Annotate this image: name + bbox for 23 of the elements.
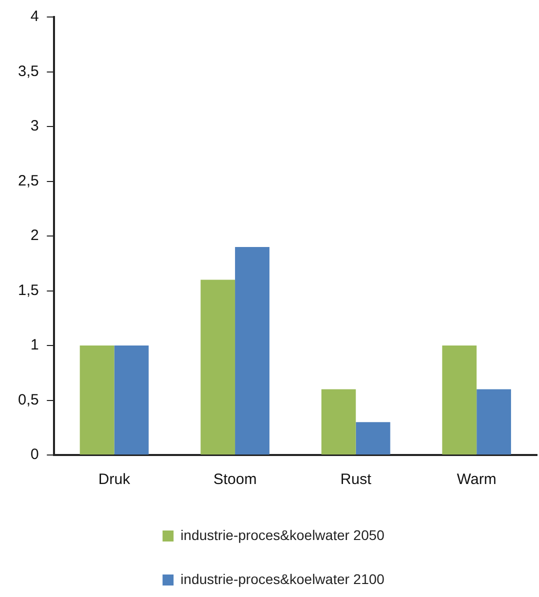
y-tick-label: 2,5 xyxy=(18,172,39,190)
y-tick-label: 0 xyxy=(30,446,39,464)
y-tick-label: 0,5 xyxy=(18,391,39,408)
y-tick-label: 3,5 xyxy=(18,62,39,80)
bar xyxy=(356,422,390,454)
y-tick-label: 2 xyxy=(30,227,39,244)
bar xyxy=(114,346,149,454)
y-tick-label: 3 xyxy=(30,118,39,135)
y-tick-label: 1,5 xyxy=(18,282,39,299)
bar xyxy=(80,346,114,454)
x-tick-label: Stoom xyxy=(213,471,257,488)
legend-label: industrie-proces&koelwater 2100 xyxy=(180,570,385,587)
x-tick-label: Rust xyxy=(340,471,372,488)
x-tick-label: Druk xyxy=(98,471,131,488)
x-tick-label: Warm xyxy=(456,471,496,488)
y-tick-label: 4 xyxy=(30,8,39,26)
bar xyxy=(321,389,356,454)
bar xyxy=(235,246,270,454)
y-tick-label: 1 xyxy=(30,336,39,354)
bar xyxy=(200,280,236,454)
legend-label: industrie-proces&koelwater 2050 xyxy=(180,526,385,543)
bar xyxy=(476,389,512,454)
bar xyxy=(442,346,477,454)
